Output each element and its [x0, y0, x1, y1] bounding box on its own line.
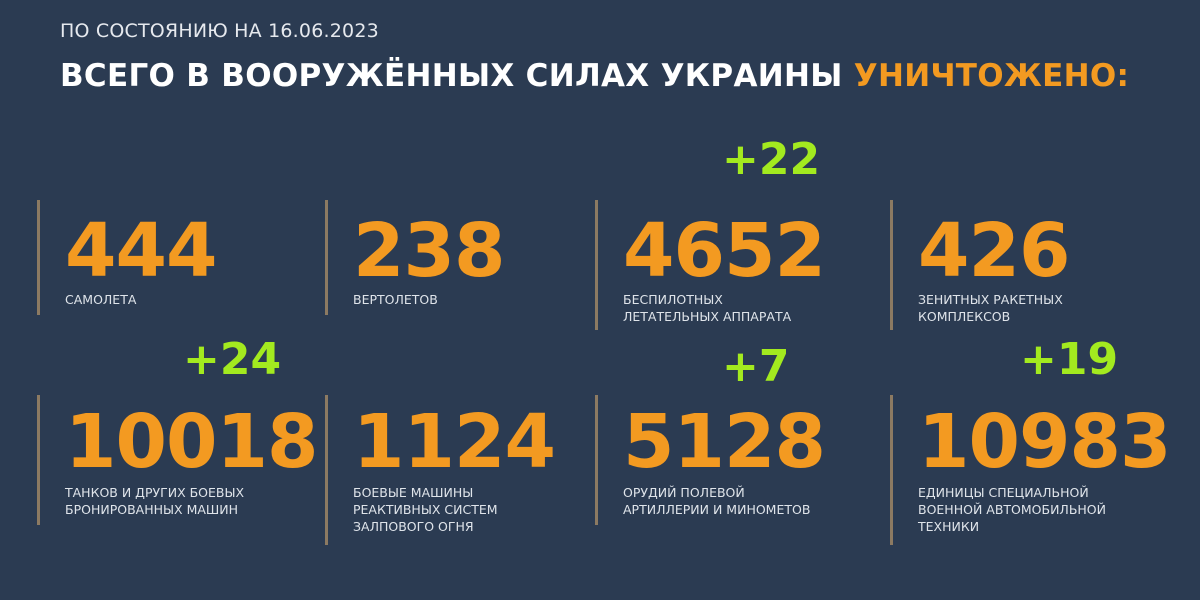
divider [37, 395, 40, 525]
stat-label: зенитных ракетных комплексов [918, 292, 1063, 324]
divider [325, 200, 328, 315]
stat-value: 4652 [623, 208, 826, 294]
title-highlight: УНИЧТОЖЕНО: [853, 58, 1130, 94]
stat-label: боевые машины реактивных систем залповог… [353, 485, 498, 534]
stat-label: орудий полевой артиллерии и минометов [623, 485, 811, 517]
stat-label: вертолетов [353, 292, 438, 307]
delta-drones: +22 [722, 134, 821, 185]
divider [890, 200, 893, 330]
stat-value: 5128 [623, 399, 826, 485]
divider [325, 395, 328, 545]
stat-value: 426 [918, 208, 1070, 294]
delta-artillery: +7 [722, 341, 790, 392]
page-title: ВСЕГО В ВООРУЖЁННЫХ СИЛАХ УКРАИНЫ УНИЧТО… [60, 58, 1129, 94]
stat-label: единицы специальной военной автомобильно… [918, 485, 1106, 534]
stat-value: 10018 [65, 399, 318, 485]
delta-vehicles: +19 [1020, 334, 1119, 385]
delta-tanks: +24 [183, 334, 282, 385]
stat-value: 10983 [918, 399, 1171, 485]
divider [890, 395, 893, 545]
divider [595, 395, 598, 525]
stat-label: танков и других боевых бронированных маш… [65, 485, 245, 517]
stat-label: беспилотных летательных аппарата [623, 292, 792, 324]
stat-value: 238 [353, 208, 505, 294]
title-main: ВСЕГО В ВООРУЖЁННЫХ СИЛАХ УКРАИНЫ [60, 58, 843, 94]
date-subtitle: ПО СОСТОЯНИЮ НА 16.06.2023 [60, 20, 379, 42]
stat-value: 1124 [353, 399, 556, 485]
stat-value: 444 [65, 208, 217, 294]
divider [37, 200, 40, 315]
stat-label: самолета [65, 292, 137, 307]
divider [595, 200, 598, 330]
